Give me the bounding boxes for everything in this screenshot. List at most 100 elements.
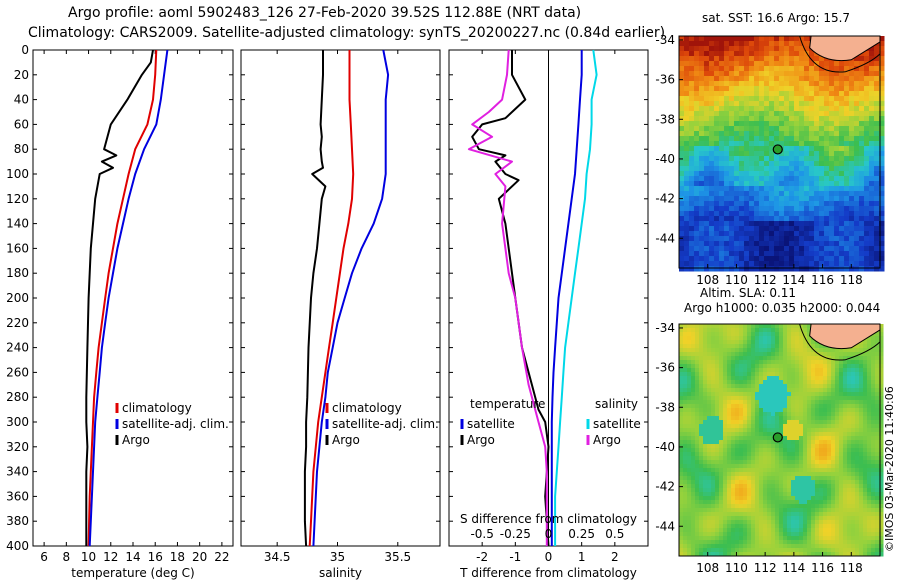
sst-cell	[679, 76, 685, 82]
sla-cell	[795, 412, 800, 417]
sla-cell	[795, 512, 800, 517]
sst-cell	[699, 161, 705, 167]
sst-cell	[789, 191, 795, 197]
sst-cell	[699, 146, 705, 152]
sst-cell	[859, 56, 865, 62]
sst-cell	[829, 106, 835, 112]
sla-cell	[823, 428, 828, 433]
sla-cell	[847, 476, 852, 481]
sla-cell	[859, 484, 864, 489]
sst-cell	[814, 206, 820, 212]
sla-cell	[815, 452, 820, 457]
sla-cell	[755, 520, 760, 525]
sla-cell	[711, 412, 716, 417]
sla-cell	[831, 372, 836, 377]
sla-cell	[763, 528, 768, 533]
sla-cell	[719, 388, 724, 393]
sst-cell	[814, 231, 820, 237]
sst-cell	[844, 106, 850, 112]
sst-cell	[684, 171, 690, 177]
sst-cell	[699, 71, 705, 77]
sst-cell	[774, 226, 780, 232]
sst-cell	[844, 191, 850, 197]
sla-cell	[719, 424, 724, 429]
sla-cell	[799, 420, 804, 425]
sla-cell	[779, 488, 784, 493]
sla-cell	[823, 368, 828, 373]
sst-cell	[799, 211, 805, 217]
sla-cell	[691, 372, 696, 377]
sst-cell	[839, 81, 845, 87]
sst-cell	[714, 226, 720, 232]
sst-cell	[764, 141, 770, 147]
sst-cell	[874, 66, 880, 72]
sla-cell	[755, 352, 760, 357]
sst-cell	[839, 176, 845, 182]
sla-cell	[835, 396, 840, 401]
sst-cell	[869, 181, 875, 187]
sst-cell	[839, 151, 845, 157]
sst-cell	[724, 91, 730, 97]
sst-cell	[714, 191, 720, 197]
sst-cell	[859, 251, 865, 257]
sst-cell	[764, 121, 770, 127]
sla-cell	[731, 516, 736, 521]
sla-cell	[827, 472, 832, 477]
sla-cell	[775, 484, 780, 489]
sst-cell	[694, 186, 700, 192]
sla-cell	[779, 520, 784, 525]
sst-cell	[704, 56, 710, 62]
sla-cell	[763, 456, 768, 461]
sla-cell	[711, 444, 716, 449]
sst-cell	[679, 61, 685, 67]
sla-cell	[731, 472, 736, 477]
sla-cell	[871, 388, 876, 393]
sla-cell	[863, 356, 868, 361]
sst-cell	[854, 156, 860, 162]
sla-cell	[687, 484, 692, 489]
sla-cell	[767, 484, 772, 489]
sla-cell	[727, 448, 732, 453]
sla-cell	[839, 424, 844, 429]
sst-cell	[869, 126, 875, 132]
sst-cell	[759, 171, 765, 177]
sst-cell	[799, 136, 805, 142]
sla-cell	[803, 432, 808, 437]
sla-cell	[723, 440, 728, 445]
sst-cell	[704, 156, 710, 162]
sla-cell	[815, 348, 820, 353]
sla-cell	[871, 488, 876, 493]
sla-cell	[743, 328, 748, 333]
sst-cell	[759, 156, 765, 162]
sst-cell	[729, 111, 735, 117]
sst-cell	[789, 116, 795, 122]
sst-cell	[834, 171, 840, 177]
sla-cell	[719, 492, 724, 497]
sst-cell	[759, 226, 765, 232]
sst-cell	[749, 141, 755, 147]
sla-cell	[847, 400, 852, 405]
sst-cell	[729, 116, 735, 122]
sla-cell	[871, 400, 876, 405]
sla-cell	[767, 372, 772, 377]
sst-cell	[869, 86, 875, 92]
sst-cell	[699, 171, 705, 177]
sst-cell	[709, 56, 715, 62]
sst-cell	[799, 181, 805, 187]
sla-cell	[839, 524, 844, 529]
sla-cell	[859, 344, 864, 349]
sst-cell	[844, 186, 850, 192]
sla-cell	[847, 360, 852, 365]
sst-cell	[784, 41, 790, 47]
sla-cell	[811, 540, 816, 545]
sst-cell	[799, 246, 805, 252]
sst-cell	[704, 116, 710, 122]
sla-cell	[703, 452, 708, 457]
sst-cell	[774, 136, 780, 142]
sla-cell	[759, 356, 764, 361]
sla-cell	[763, 376, 768, 381]
sla-cell	[687, 332, 692, 337]
sla-cell	[683, 352, 688, 357]
sla-cell	[771, 408, 776, 413]
sst-cell	[834, 91, 840, 97]
